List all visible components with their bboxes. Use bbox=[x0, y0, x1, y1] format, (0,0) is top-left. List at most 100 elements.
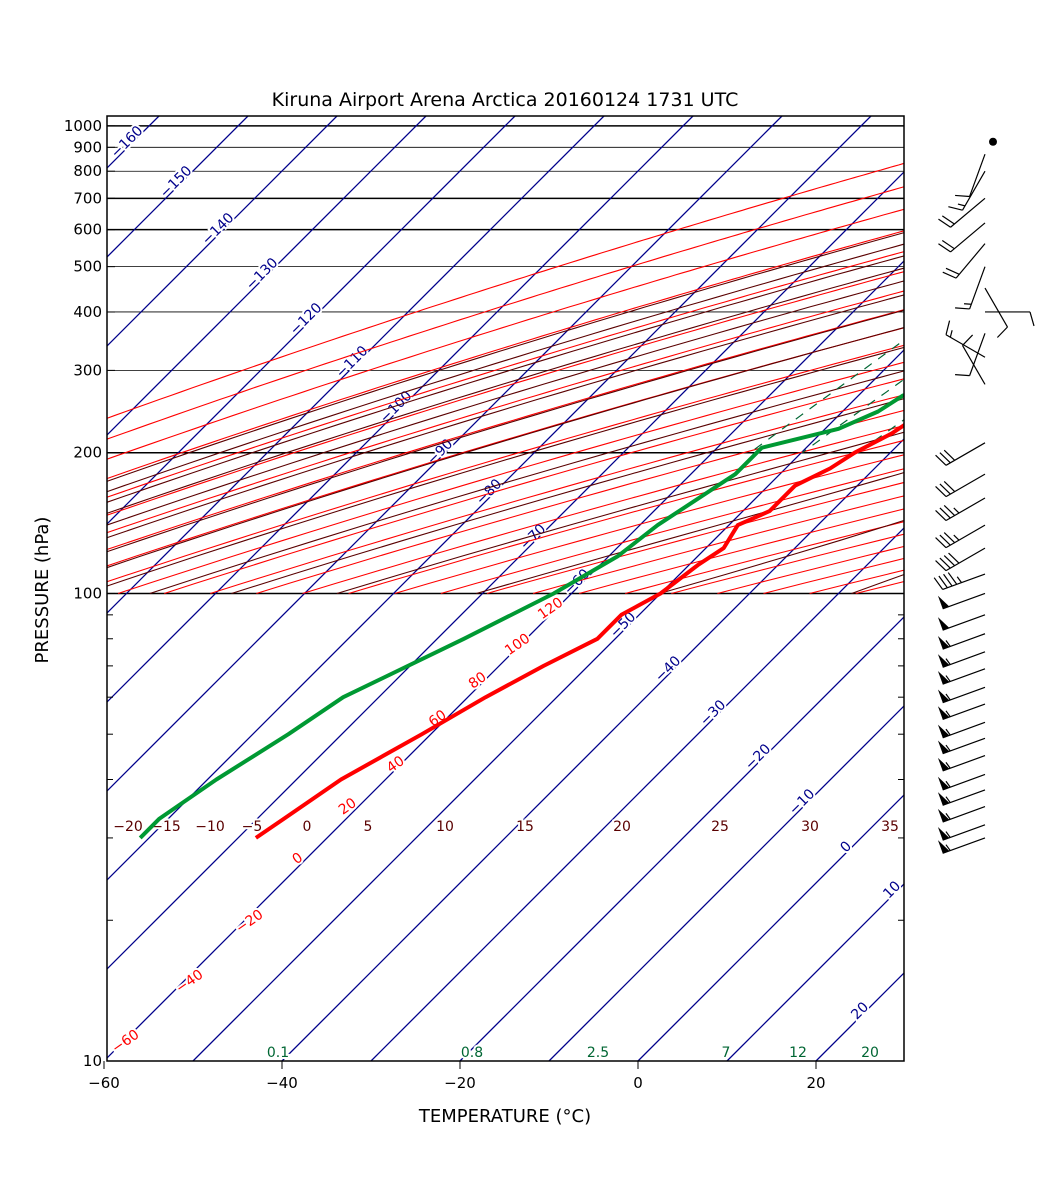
wind-barb bbox=[935, 497, 986, 522]
wind-barb bbox=[937, 789, 986, 806]
wind-barbs bbox=[933, 137, 1035, 854]
wind-barb bbox=[935, 547, 986, 572]
moist-adiabat bbox=[107, 280, 904, 526]
isotherm-line bbox=[107, 116, 694, 703]
wind-barb bbox=[942, 243, 986, 279]
dry-adiabat bbox=[107, 230, 904, 480]
dry-adiabat bbox=[164, 378, 904, 595]
moist-adiabat bbox=[107, 267, 904, 514]
moist-adiabat bbox=[107, 255, 904, 503]
isotherm-line bbox=[905, 116, 1062, 1061]
moist-adiabat-label: −10 bbox=[195, 819, 225, 835]
mixing-ratio-label: 2.5 bbox=[587, 1045, 609, 1061]
isotherm-label: 10 bbox=[880, 878, 904, 902]
mixing-ratio-line bbox=[917, 116, 1062, 453]
wind-barb bbox=[989, 137, 997, 146]
isotherm-line bbox=[107, 171, 904, 970]
isotherm-label: −40 bbox=[652, 653, 684, 685]
isotherm-label: −30 bbox=[697, 697, 729, 729]
wind-barb bbox=[937, 651, 986, 668]
x-tick-label: 0 bbox=[633, 1074, 643, 1092]
isotherm-line bbox=[107, 116, 338, 347]
wind-barb bbox=[937, 755, 986, 772]
y-tick-label: 900 bbox=[73, 138, 102, 156]
moist-adiabat bbox=[107, 326, 904, 569]
isotherm-line bbox=[281, 438, 904, 1061]
moist-adiabat bbox=[107, 294, 904, 539]
y-tick-label: 800 bbox=[73, 162, 102, 180]
dry-adiabat-label: 0 bbox=[289, 850, 305, 868]
mixing-ratio-label: 20 bbox=[861, 1045, 879, 1061]
moist-adiabat-label: 0 bbox=[303, 819, 312, 835]
moist-adiabat bbox=[659, 519, 904, 595]
x-tick-label: −60 bbox=[88, 1074, 120, 1092]
wind-barb bbox=[937, 721, 986, 739]
wind-barb bbox=[937, 686, 986, 704]
y-axis-label: PRESSURE (hPa) bbox=[32, 517, 53, 664]
isotherm-line bbox=[107, 116, 427, 436]
wind-barb bbox=[937, 614, 986, 631]
moist-adiabat bbox=[107, 346, 904, 587]
isotherm-label: −160 bbox=[108, 123, 147, 162]
wind-barb bbox=[938, 197, 986, 228]
y-tick-label: 500 bbox=[73, 258, 102, 276]
y-tick-label: 600 bbox=[73, 221, 102, 239]
isotherm-line bbox=[107, 116, 516, 525]
calm-circle bbox=[989, 137, 997, 146]
wind-barb bbox=[955, 333, 986, 377]
moist-adiabat bbox=[107, 243, 904, 493]
isotherm-line bbox=[192, 349, 904, 1061]
wind-barb bbox=[933, 572, 986, 591]
wind-barb bbox=[955, 266, 986, 310]
moist-adiabat-label: 10 bbox=[436, 819, 454, 835]
y-tick-label: 700 bbox=[73, 189, 102, 207]
wind-barb bbox=[935, 473, 986, 498]
wind-barb bbox=[937, 806, 986, 823]
dry-adiabat-label: 40 bbox=[384, 753, 408, 776]
wind-barb bbox=[937, 773, 986, 791]
dry-adiabat-label: −20 bbox=[233, 907, 266, 937]
wind-barb bbox=[937, 824, 986, 841]
wind-barb bbox=[985, 311, 1035, 327]
dry-adiabat bbox=[855, 581, 904, 595]
isotherm-line bbox=[107, 260, 904, 1059]
moist-adiabat-label: 35 bbox=[881, 819, 899, 835]
wind-barb bbox=[935, 524, 986, 549]
dewpoint-profile bbox=[138, 393, 904, 840]
temperature-profile bbox=[254, 422, 904, 840]
isotherm-label: −150 bbox=[157, 163, 196, 202]
isotherm-line bbox=[637, 794, 904, 1061]
y-tick-label: 300 bbox=[73, 361, 102, 379]
wind-barb bbox=[937, 592, 986, 610]
isotherm-label: 20 bbox=[848, 999, 872, 1023]
moist-adiabat bbox=[107, 232, 904, 482]
dry-adiabat bbox=[117, 361, 904, 595]
dry-adiabat bbox=[107, 251, 904, 498]
moist-adiabat-label: −5 bbox=[242, 819, 263, 835]
isotherm-line bbox=[107, 116, 783, 792]
dry-adiabat-label: 100 bbox=[502, 631, 533, 659]
isotherm-label: −120 bbox=[287, 300, 326, 339]
isotherm-label: −20 bbox=[742, 741, 774, 773]
moist-adiabat-label: 15 bbox=[516, 819, 534, 835]
dry-adiabat bbox=[210, 394, 904, 595]
wind-barb bbox=[945, 320, 986, 358]
wind-barb bbox=[955, 153, 986, 198]
y-tick-label: 1000 bbox=[64, 117, 102, 135]
y-tick-label: 200 bbox=[73, 444, 102, 462]
mixing-ratio-label: 12 bbox=[789, 1045, 807, 1061]
wind-barb bbox=[937, 837, 986, 854]
moist-adiabat bbox=[107, 309, 904, 553]
moist-adiabat-label: 25 bbox=[711, 819, 729, 835]
dry-adiabat bbox=[107, 162, 904, 419]
moist-adiabat-label: 20 bbox=[613, 819, 631, 835]
y-tick-label: 10 bbox=[83, 1052, 102, 1070]
dry-adiabat bbox=[107, 186, 904, 440]
mixing-ratio-label: 0.8 bbox=[461, 1045, 483, 1061]
moist-adiabat-label: 30 bbox=[801, 819, 819, 835]
isotherm-line bbox=[548, 705, 904, 1061]
wind-barb bbox=[948, 170, 986, 211]
wind-barb bbox=[984, 287, 1009, 338]
x-tick-label: 20 bbox=[806, 1074, 825, 1092]
